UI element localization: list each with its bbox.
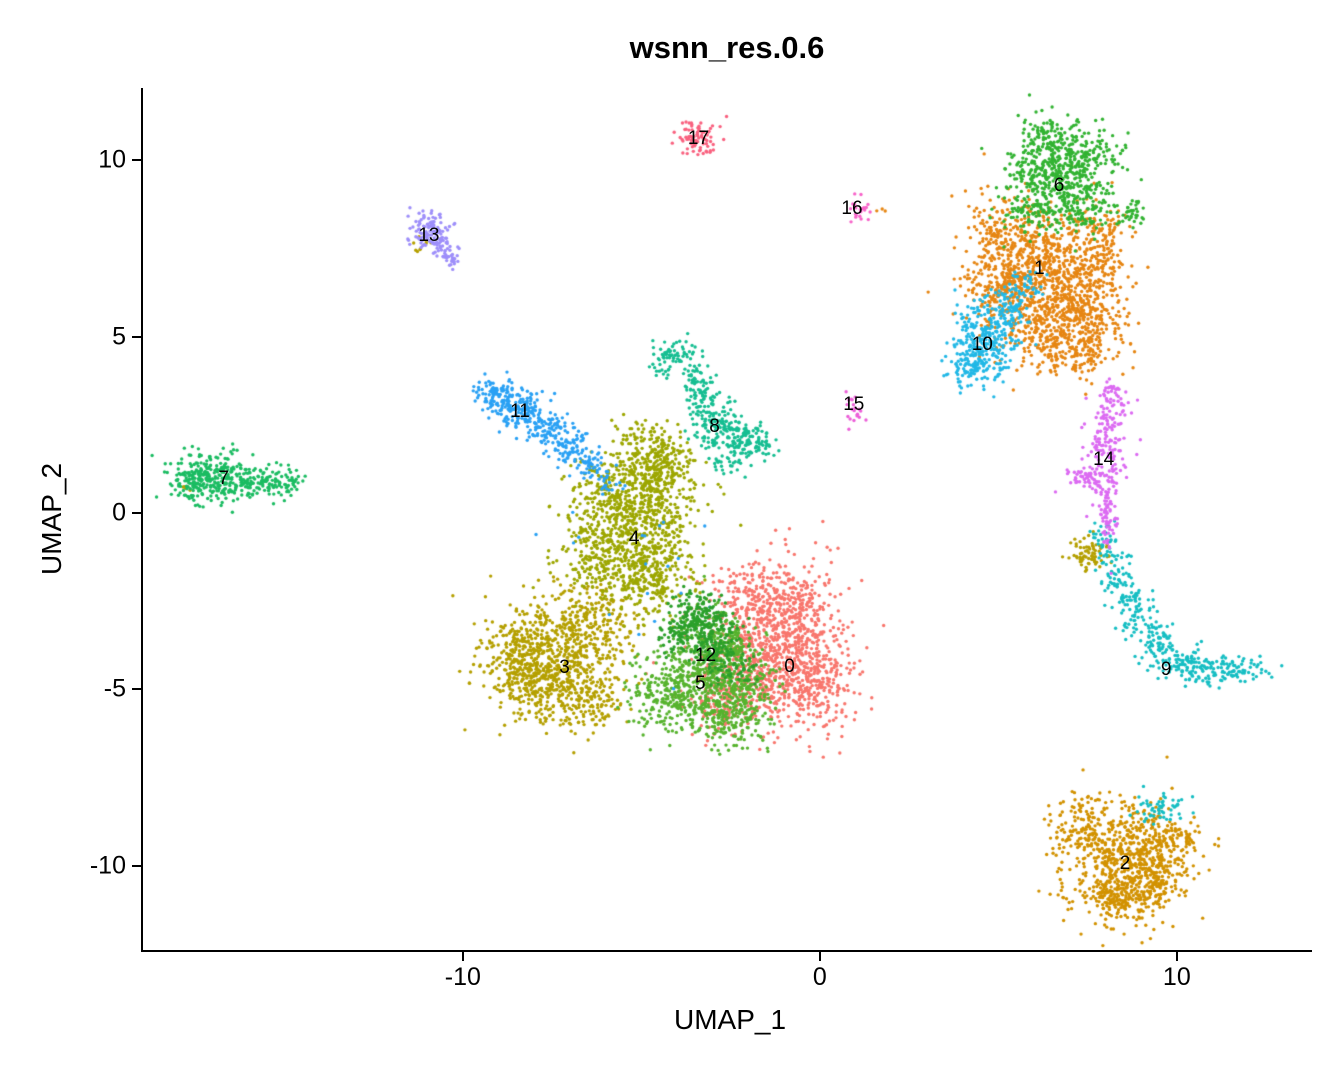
y-tick-mark	[132, 159, 141, 161]
y-tick-mark	[132, 335, 141, 338]
x-tick-label: 0	[812, 963, 827, 991]
x-tick-label: -10	[444, 963, 481, 991]
x-tick-label: 10	[1162, 963, 1191, 991]
cluster-label-0: 0	[784, 655, 795, 677]
cluster-label-7: 7	[218, 468, 229, 490]
y-tick-label: -10	[89, 851, 126, 880]
y-tick-label: 5	[112, 322, 126, 350]
cluster-label-13: 13	[418, 224, 440, 246]
cluster-label-10: 10	[971, 334, 993, 356]
cluster-label-15: 15	[843, 394, 865, 416]
cluster-label-4: 4	[628, 528, 640, 550]
cluster-label-1: 1	[1034, 258, 1045, 280]
y-tick-mark	[132, 688, 141, 691]
y-tick-label: 0	[112, 498, 126, 527]
cluster-label-8: 8	[709, 415, 720, 437]
cluster-label-6: 6	[1053, 175, 1065, 197]
y-tick-label: 10	[98, 145, 126, 174]
cluster-label-17: 17	[687, 127, 710, 149]
cluster-label-16: 16	[841, 198, 863, 220]
x-tick-mark	[818, 952, 821, 961]
cluster-label-3: 3	[559, 657, 570, 679]
cluster-label-11: 11	[510, 401, 530, 423]
cluster-label-12: 12	[695, 644, 717, 666]
y-tick-mark	[132, 864, 141, 867]
cluster-label-2: 2	[1119, 853, 1131, 875]
cluster-label-14: 14	[1093, 449, 1115, 471]
x-tick-mark	[461, 952, 464, 961]
cluster-label-9: 9	[1160, 659, 1172, 681]
x-tick-mark	[1175, 952, 1178, 961]
y-tick-label: -5	[103, 674, 126, 703]
cluster-label-5: 5	[694, 673, 706, 695]
y-tick-mark	[132, 511, 141, 514]
